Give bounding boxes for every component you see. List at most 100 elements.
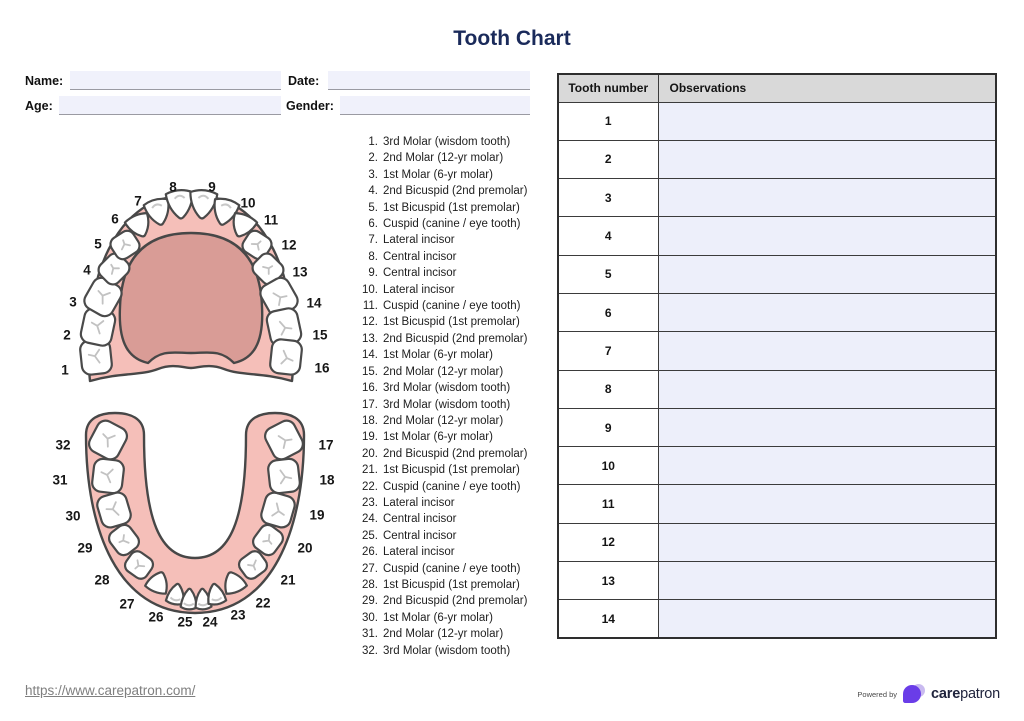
legend-item-number: 15. — [362, 365, 378, 378]
tooth-number-label: 13 — [292, 265, 308, 280]
date-input[interactable] — [328, 71, 530, 90]
observation-cell[interactable] — [657, 484, 997, 524]
observation-cell[interactable] — [657, 254, 997, 294]
tooth-shape — [264, 419, 304, 461]
tooth-number-cell: 3 — [557, 178, 659, 218]
legend-item-number: 7. — [368, 234, 378, 247]
legend-item: 30. 1st Molar (6-yr molar) — [352, 610, 542, 626]
legend-item-name: 2nd Bicuspid (2nd premolar) — [383, 332, 528, 345]
gender-label: Gender: — [286, 99, 334, 113]
legend-item-number: 24. — [362, 513, 378, 526]
legend-item-number: 4. — [368, 185, 378, 198]
tooth-shape — [224, 571, 248, 595]
tooth-shape — [207, 582, 228, 606]
legend-item: 32. 3rd Molar (wisdom tooth) — [352, 643, 542, 659]
legend-item-number: 2. — [368, 152, 378, 165]
legend-item: 17. 3rd Molar (wisdom tooth) — [352, 397, 542, 413]
observation-cell[interactable] — [657, 216, 997, 256]
observation-cell[interactable] — [657, 407, 997, 448]
legend-item-name: 1st Molar (6-yr molar) — [383, 611, 493, 624]
tooth-shape — [96, 491, 132, 529]
legend-item-name: 1st Bicuspid (1st premolar) — [383, 316, 520, 329]
tooth-number-label: 20 — [297, 541, 312, 556]
observation-cell[interactable] — [657, 446, 997, 486]
legend-item-name: 1st Bicuspid (1st premolar) — [383, 578, 520, 591]
tooth-legend: 1. 3rd Molar (wisdom tooth) 2. 2nd Molar (1… — [352, 134, 542, 659]
observation-cell[interactable] — [657, 561, 997, 601]
table-row: 1 — [557, 101, 997, 141]
observation-cell[interactable] — [657, 599, 997, 639]
tooth-number-cell: 1 — [557, 101, 659, 141]
tooth-number-cell: 11 — [557, 484, 659, 524]
name-input[interactable] — [70, 71, 281, 90]
legend-item-number: 28. — [362, 578, 378, 591]
tooth-shape — [123, 212, 150, 238]
legend-item: 14. 1st Molar (6-yr molar) — [352, 347, 542, 363]
legend-item-name: 2nd Bicuspid (2nd premolar) — [383, 447, 528, 460]
observation-cell[interactable] — [657, 369, 997, 409]
tooth-number-label: 8 — [169, 180, 177, 195]
legend-item: 19. 1st Molar (6-yr molar) — [352, 429, 542, 445]
tooth-number-label: 15 — [312, 328, 328, 343]
legend-item-number: 31. — [362, 628, 378, 641]
tooth-number-label: 27 — [119, 597, 134, 612]
observation-cell[interactable] — [657, 331, 997, 371]
observations-table-body: 1 2 3 4 5 6 7 8 9 10 11 12 13 14 — [557, 101, 997, 639]
tooth-shape — [83, 276, 123, 318]
tooth-number-label: 22 — [255, 596, 270, 611]
tooth-number-label: 25 — [177, 615, 193, 627]
legend-item: 6. Cuspid (canine / eye tooth) — [352, 216, 542, 232]
lower-arch-diagram: 32 31 30 29 28 27 26 25 24 23 22 21 20 19 18 17 — [52, 411, 335, 627]
observation-cell[interactable] — [657, 292, 997, 333]
tooth-number-label: 29 — [77, 541, 92, 556]
legend-item-number: 29. — [362, 595, 378, 608]
legend-item: 8. Central incisor — [352, 249, 542, 265]
legend-item-name: 1st Molar (6-yr molar) — [383, 168, 493, 181]
legend-item: 16. 3rd Molar (wisdom tooth) — [352, 380, 542, 396]
powered-by-badge: Powered by carepatron — [857, 684, 1000, 704]
legend-item-name: 2nd Bicuspid (2nd premolar) — [383, 595, 528, 608]
age-label: Age: — [25, 99, 53, 113]
tooth-number-label: 23 — [230, 608, 246, 623]
tooth-number-label: 6 — [111, 212, 119, 227]
legend-item-number: 10. — [362, 283, 378, 296]
legend-item: 26. Lateral incisor — [352, 544, 542, 560]
legend-item-name: Lateral incisor — [383, 283, 455, 296]
table-row: 6 — [557, 292, 997, 333]
legend-item: 11. Cuspid (canine / eye tooth) — [352, 298, 542, 314]
carepatron-wordmark: carepatron — [931, 686, 1000, 702]
table-row: 3 — [557, 178, 997, 218]
legend-item: 9. Central incisor — [352, 265, 542, 281]
tooth-shape — [269, 338, 303, 376]
legend-item-name: 2nd Molar (12-yr molar) — [383, 152, 504, 165]
table-row: 11 — [557, 484, 997, 524]
legend-item-number: 32. — [362, 644, 378, 657]
tooth-number-label: 26 — [148, 610, 164, 625]
legend-item: 5. 1st Bicuspid (1st premolar) — [352, 200, 542, 216]
legend-item: 23. Lateral incisor — [352, 495, 542, 511]
tooth-shape — [260, 491, 296, 529]
tooth-number-label: 3 — [69, 295, 77, 310]
tooth-number-cell: 4 — [557, 216, 659, 256]
tooth-number-label: 31 — [52, 473, 68, 488]
observations-table: Tooth number Observations 1 2 3 4 5 6 7 8 9 10 11 1… — [557, 73, 997, 640]
observation-cell[interactable] — [657, 101, 997, 141]
gender-input[interactable] — [340, 96, 530, 115]
legend-item: 28. 1st Bicuspid (1st premolar) — [352, 577, 542, 593]
legend-item-name: Central incisor — [383, 267, 457, 280]
tooth-number-label: 10 — [240, 196, 255, 211]
legend-item-name: Central incisor — [383, 513, 457, 526]
tooth-number-label: 11 — [264, 213, 279, 228]
observation-cell[interactable] — [657, 522, 997, 563]
tooth-number-cell: 2 — [557, 139, 659, 180]
observation-cell[interactable] — [657, 178, 997, 218]
tooth-number-label: 24 — [202, 615, 218, 627]
age-input[interactable] — [59, 96, 281, 115]
observation-cell[interactable] — [657, 139, 997, 180]
tooth-number-label: 16 — [314, 361, 330, 376]
observations-header: Observations — [657, 73, 997, 103]
table-row: 7 — [557, 331, 997, 371]
carepatron-link[interactable]: https://www.carepatron.com/ — [25, 683, 196, 698]
legend-item: 7. Lateral incisor — [352, 232, 542, 248]
tooth-number-cell: 12 — [557, 522, 659, 563]
